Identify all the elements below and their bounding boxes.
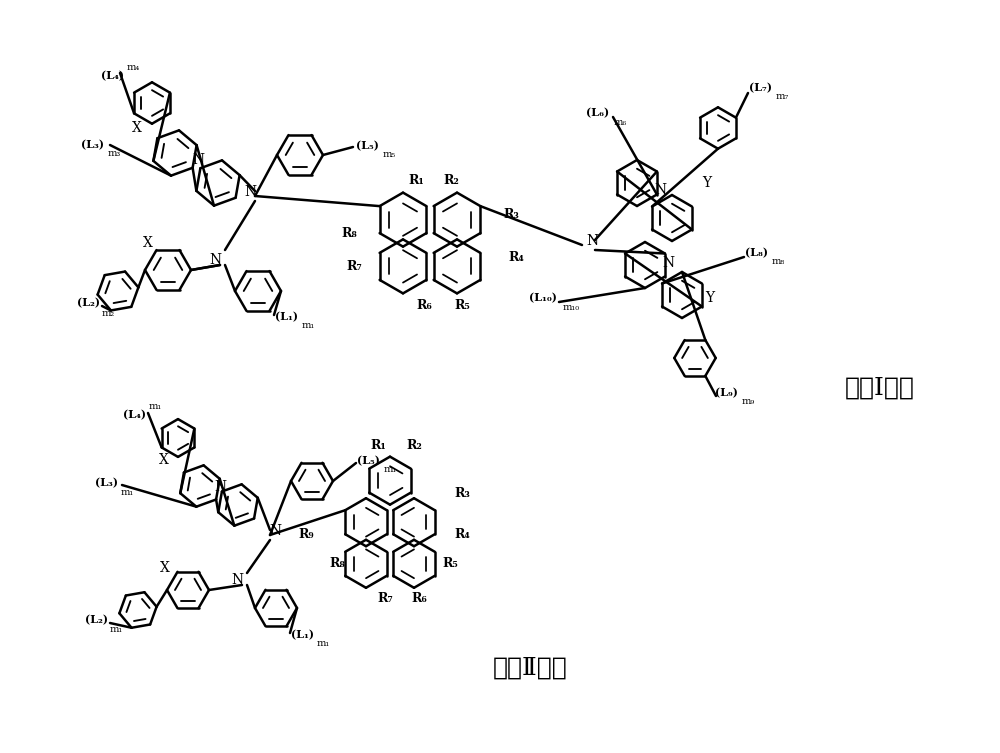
Text: m₁: m₁ [109,624,123,633]
Text: R₁: R₁ [370,439,386,453]
Text: (L₆): (L₆) [586,108,610,118]
Text: m₄: m₄ [126,62,140,72]
Text: (L₇): (L₇) [748,83,772,93]
Text: R₃: R₃ [503,209,519,221]
Text: R₇: R₇ [346,260,362,273]
Text: (L₁): (L₁) [290,630,314,641]
Text: N: N [214,480,226,494]
Text: R₃: R₃ [454,486,470,500]
Text: (L₂): (L₂) [76,297,100,309]
Text: (L₅): (L₅) [356,141,378,151]
Text: (L₉): (L₉) [715,388,737,398]
Text: m₁: m₁ [301,321,315,330]
Text: X: X [160,561,170,575]
Text: R₂: R₂ [444,174,460,187]
Text: 式（Ⅱ）；: 式（Ⅱ）； [493,657,567,679]
Text: X: X [143,236,153,250]
Text: m₇: m₇ [775,92,789,100]
Text: R₇: R₇ [377,592,393,605]
Text: m₆: m₆ [613,117,627,127]
Text: X: X [159,453,169,467]
Text: Y: Y [702,176,712,190]
Text: N: N [662,256,674,270]
Text: m₂: m₂ [101,309,115,318]
Text: R₆: R₆ [411,592,427,605]
Text: (L₁): (L₁) [276,312,298,322]
Text: R₆: R₆ [417,299,432,312]
Text: 式（Ⅰ）；: 式（Ⅰ）； [845,376,915,400]
Text: R₂: R₂ [406,439,422,453]
Text: X: X [132,121,142,135]
Text: m₈: m₈ [771,257,785,266]
Text: N: N [269,524,281,538]
Text: m₃: m₃ [107,148,121,157]
Text: m₁₀: m₁₀ [562,303,580,312]
Text: (L₁₀): (L₁₀) [529,292,557,303]
Text: (L₃): (L₃) [82,139,104,151]
Text: m₁: m₁ [120,487,134,496]
Text: R₅: R₅ [454,299,470,312]
Text: Y: Y [705,291,715,305]
Text: R₅: R₅ [442,557,458,570]
Text: R₄: R₄ [454,528,470,541]
Text: m₉: m₉ [741,397,755,406]
Text: R₉: R₉ [298,528,314,541]
Text: m₁: m₁ [383,465,397,474]
Text: (L₄): (L₄) [124,410,146,420]
Text: m₅: m₅ [382,150,396,158]
Text: R₈: R₈ [341,227,357,240]
Text: N: N [654,183,666,197]
Text: N: N [209,253,221,267]
Text: R₁: R₁ [409,174,424,187]
Text: (L₈): (L₈) [744,248,768,258]
Text: (L₃): (L₃) [94,477,118,489]
Text: R₈: R₈ [329,557,345,570]
Text: N: N [586,234,598,248]
Text: N: N [244,185,256,199]
Text: m₁: m₁ [316,639,330,648]
Text: R₄: R₄ [508,251,524,264]
Text: m₁: m₁ [148,401,162,410]
Text: N: N [231,573,243,587]
Text: (L₄): (L₄) [100,71,124,81]
Text: N: N [192,153,204,167]
Text: (L₂): (L₂) [86,614,108,626]
Text: (L₅): (L₅) [357,456,379,467]
